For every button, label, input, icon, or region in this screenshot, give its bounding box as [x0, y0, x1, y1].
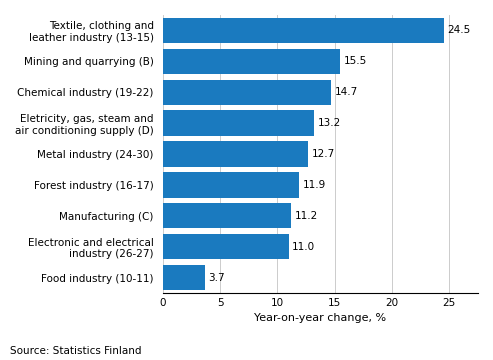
Text: 11.9: 11.9 — [303, 180, 326, 190]
Text: 14.7: 14.7 — [335, 87, 358, 97]
Bar — [163, 172, 299, 198]
Text: 11.0: 11.0 — [292, 242, 316, 252]
Bar — [163, 49, 341, 74]
Text: 3.7: 3.7 — [209, 273, 225, 283]
Bar — [163, 141, 308, 167]
Bar — [163, 18, 444, 43]
Text: 15.5: 15.5 — [344, 56, 367, 66]
Bar — [163, 203, 291, 229]
Text: Source: Statistics Finland: Source: Statistics Finland — [10, 346, 141, 356]
Text: 12.7: 12.7 — [312, 149, 335, 159]
Bar — [163, 265, 205, 290]
Bar — [163, 111, 314, 136]
Bar — [163, 234, 289, 259]
Bar — [163, 80, 331, 105]
X-axis label: Year-on-year change, %: Year-on-year change, % — [254, 314, 387, 323]
Text: 11.2: 11.2 — [295, 211, 318, 221]
Text: 13.2: 13.2 — [317, 118, 341, 128]
Text: 24.5: 24.5 — [447, 26, 470, 35]
